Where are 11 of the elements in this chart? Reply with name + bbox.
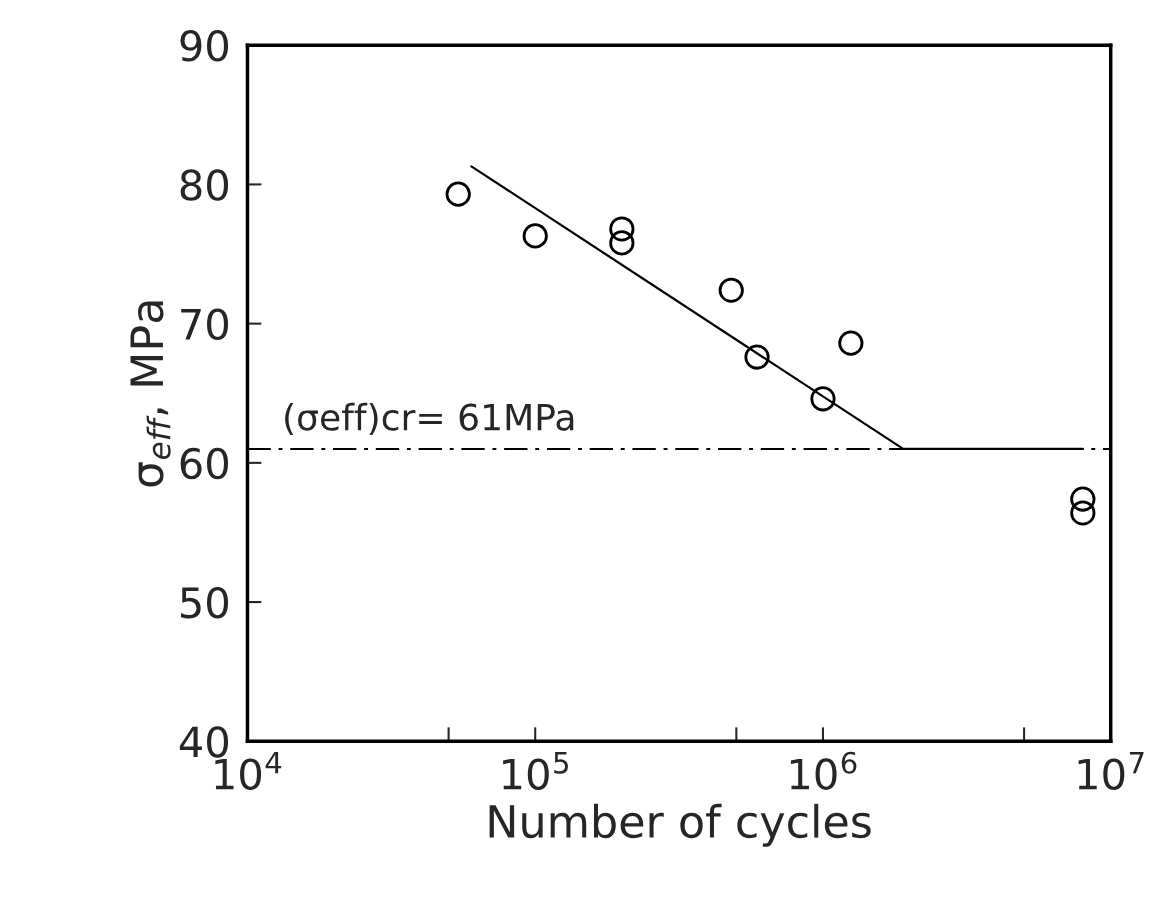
- y-tick-label: 90: [180, 30, 229, 62]
- y-tick-label: 80: [180, 169, 229, 201]
- x-tick-label: 10$^{6}$: [790, 751, 857, 790]
- y-tick-label: 70: [181, 308, 229, 341]
- y-tick-label: 50: [180, 586, 229, 619]
- x-tick-label: 10$^{7}$: [1078, 752, 1144, 790]
- x-tick-label: 10$^{5}$: [503, 752, 568, 790]
- ref-line-label: (σeff)cr= 61MPa: [285, 402, 574, 436]
- y-tick-label: 60: [180, 447, 229, 480]
- y-axis-title: σ$_{eff}$, MPa: [130, 301, 171, 487]
- x-axis-title: Number of cycles: [489, 803, 871, 847]
